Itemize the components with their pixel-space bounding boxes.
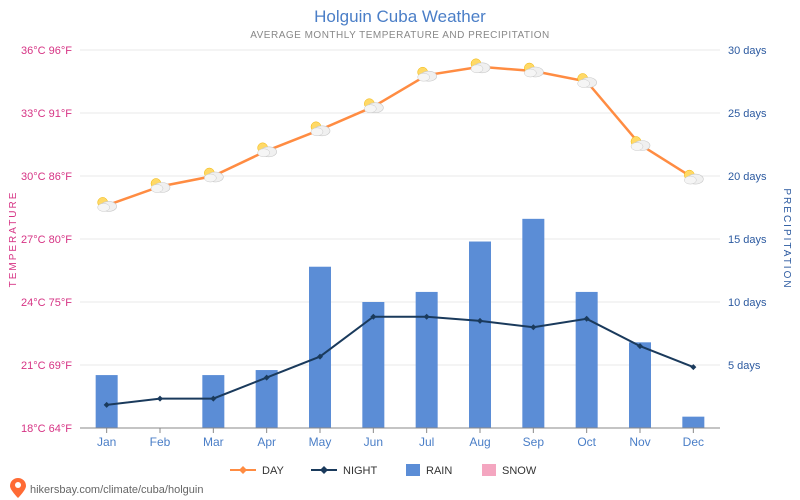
night-marker [157, 396, 163, 402]
precip-axis-tick: 5 days [728, 360, 761, 372]
weather-icon [631, 137, 650, 151]
temp-axis-tick: 27°C 80°F [21, 234, 72, 246]
legend: DAY NIGHT RAIN SNOW [230, 464, 537, 477]
weather-icon [151, 179, 170, 193]
climate-chart: Holguin Cuba Weather AVERAGE MONTHLY TEMP… [0, 0, 800, 500]
rain-bar [629, 342, 651, 428]
rain-bar [522, 219, 544, 428]
legend-swatch-snow [482, 464, 496, 476]
rain-bar [416, 292, 438, 428]
pin-icon-dot [15, 482, 21, 488]
chart-subtitle: AVERAGE MONTHLY TEMPERATURE AND PRECIPIT… [250, 30, 550, 41]
temp-axis-tick: 18°C 64°F [21, 423, 72, 435]
legend-label-day: DAY [262, 465, 284, 477]
month-label: Aug [469, 435, 490, 449]
legend-marker-night [320, 466, 328, 474]
rain-bar [576, 292, 598, 428]
legend-marker-day [239, 466, 247, 474]
weather-icon [204, 168, 223, 182]
weather-icon [311, 122, 330, 136]
temp-axis-tick: 36°C 96°F [21, 45, 72, 57]
chart-title: Holguin Cuba Weather [314, 7, 486, 26]
precip-axis-tick: 10 days [728, 297, 767, 309]
temp-axis-tick: 33°C 91°F [21, 108, 72, 120]
temp-axis-tick: 24°C 75°F [21, 297, 72, 309]
precip-axis-tick: 30 days [728, 45, 767, 57]
weather-icon [418, 67, 437, 81]
month-label: Sep [523, 435, 545, 449]
weather-icon [471, 59, 490, 73]
rain-bar [96, 375, 118, 428]
weather-icon [98, 197, 117, 211]
precip-axis-tick: 20 days [728, 171, 767, 183]
temp-axis-tick: 21°C 69°F [21, 360, 72, 372]
temp-axis-label: TEMPERATURE [8, 191, 19, 288]
chart-svg: Holguin Cuba Weather AVERAGE MONTHLY TEMP… [0, 0, 800, 500]
legend-swatch-rain [406, 464, 420, 476]
rain-bar [682, 417, 704, 428]
month-label: Jan [97, 435, 116, 449]
day-line [107, 67, 694, 206]
legend-label-snow: SNOW [502, 465, 537, 477]
month-label: Mar [203, 435, 224, 449]
month-label: Nov [629, 435, 650, 449]
weather-icon [258, 143, 277, 157]
footer: hikersbay.com/climate/cuba/holguin [10, 478, 203, 498]
night-line [107, 317, 694, 405]
month-label: Jun [364, 435, 383, 449]
legend-label-rain: RAIN [426, 465, 452, 477]
weather-icon [524, 63, 543, 77]
legend-label-night: NIGHT [343, 465, 378, 477]
precip-axis-label: PRECIPITATION [781, 188, 792, 289]
weather-icon [364, 99, 383, 113]
footer-url: hikersbay.com/climate/cuba/holguin [30, 484, 203, 496]
rain-bar [469, 242, 491, 428]
weather-icon [684, 170, 703, 184]
rain-bar [362, 302, 384, 428]
month-label: Dec [683, 435, 704, 449]
precip-axis-tick: 15 days [728, 234, 767, 246]
temp-axis-tick: 30°C 86°F [21, 171, 72, 183]
month-label: Oct [577, 435, 596, 449]
precip-axis-tick: 25 days [728, 108, 767, 120]
month-label: Feb [150, 435, 171, 449]
month-label: Jul [419, 435, 434, 449]
month-label: Apr [257, 435, 276, 449]
weather-icon [578, 74, 597, 88]
month-label: May [309, 435, 332, 449]
rain-bar [309, 267, 331, 428]
